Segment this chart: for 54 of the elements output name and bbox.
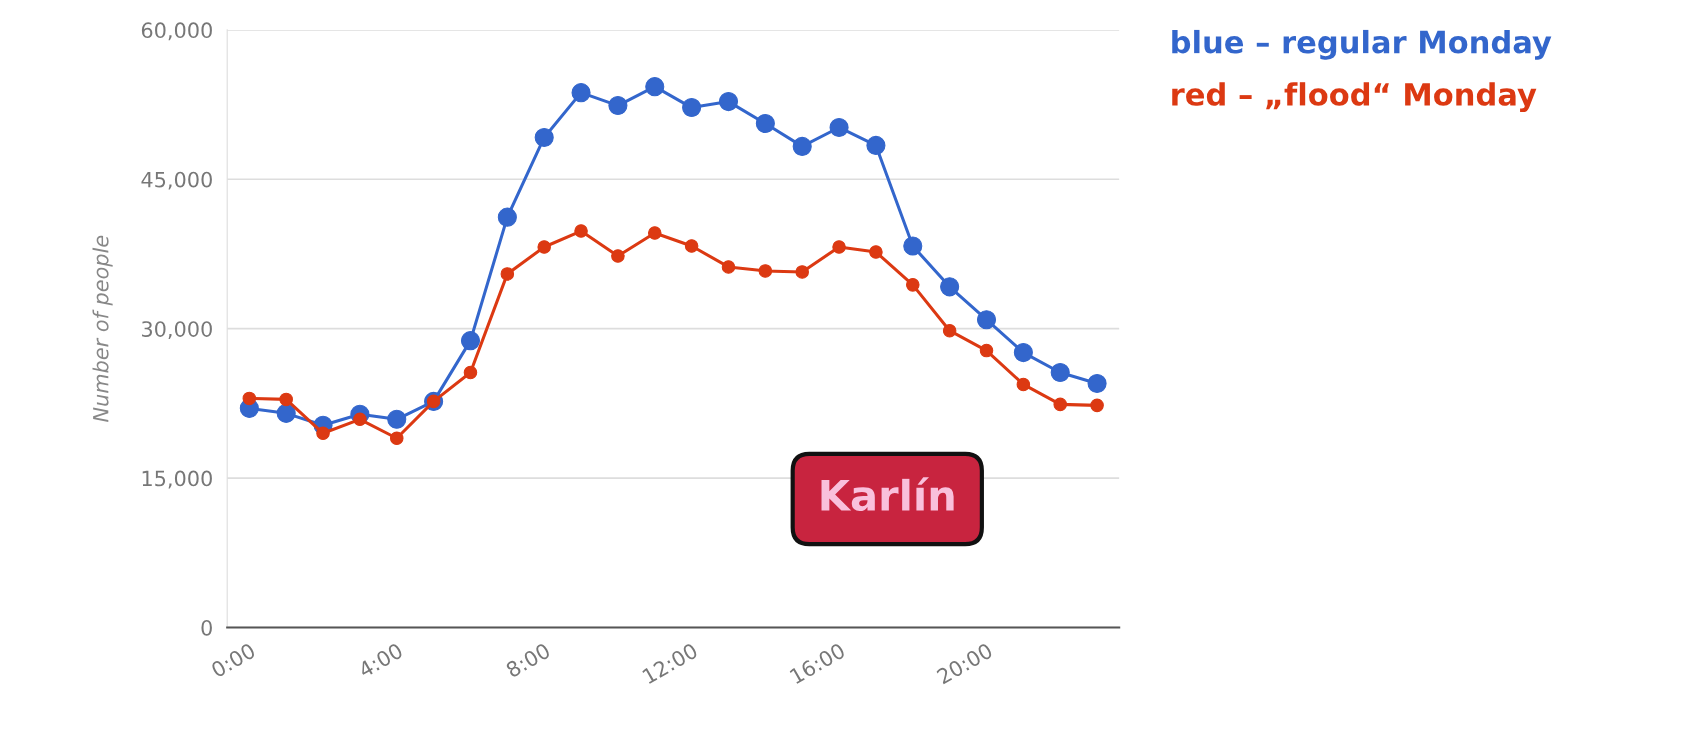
point	[534, 127, 554, 147]
text: red – „flood“ Monday	[1172, 82, 1537, 113]
x-tick-label: 8:00	[505, 642, 552, 679]
point	[1090, 398, 1104, 413]
point	[571, 83, 591, 103]
annotation: Karlín	[821, 477, 954, 512]
point	[608, 96, 628, 116]
point	[387, 409, 407, 429]
point	[463, 365, 478, 380]
point	[721, 260, 736, 274]
point	[500, 267, 515, 281]
text: blue – regular Monday	[1172, 29, 1552, 60]
y-tick-label: 0	[201, 619, 212, 636]
point	[242, 391, 257, 406]
point	[682, 98, 702, 118]
point	[976, 310, 997, 330]
point	[792, 136, 812, 156]
point	[906, 278, 920, 292]
point	[648, 226, 662, 240]
point	[316, 426, 330, 441]
point	[276, 403, 296, 423]
point	[684, 239, 699, 253]
x-tick-label: 4:00	[357, 642, 404, 679]
point	[574, 224, 588, 238]
y-tick-label: 60,000	[141, 22, 212, 41]
point	[1013, 343, 1033, 363]
point	[645, 77, 665, 97]
point	[829, 117, 849, 138]
point	[869, 245, 883, 259]
x-tick-label: 0:00	[210, 642, 257, 679]
point	[1053, 397, 1067, 412]
point	[940, 277, 960, 297]
point	[460, 331, 481, 351]
point	[537, 240, 551, 254]
point	[903, 236, 923, 256]
point	[718, 92, 739, 112]
point	[1016, 377, 1031, 392]
point	[497, 207, 517, 227]
y-tick-label: 15,000	[142, 470, 212, 489]
y-axis-title: Number of people	[92, 235, 113, 422]
point	[866, 135, 886, 155]
point	[758, 264, 773, 278]
point	[279, 392, 293, 407]
y-tick-label: 45,000	[141, 171, 212, 190]
point	[832, 240, 846, 254]
point	[389, 431, 404, 446]
point	[1050, 362, 1070, 383]
point	[1087, 373, 1107, 394]
point	[611, 249, 625, 263]
point	[942, 323, 957, 338]
y-tick-label: 30,000	[142, 321, 212, 340]
point	[979, 343, 994, 358]
point	[755, 113, 775, 134]
point	[795, 265, 809, 279]
